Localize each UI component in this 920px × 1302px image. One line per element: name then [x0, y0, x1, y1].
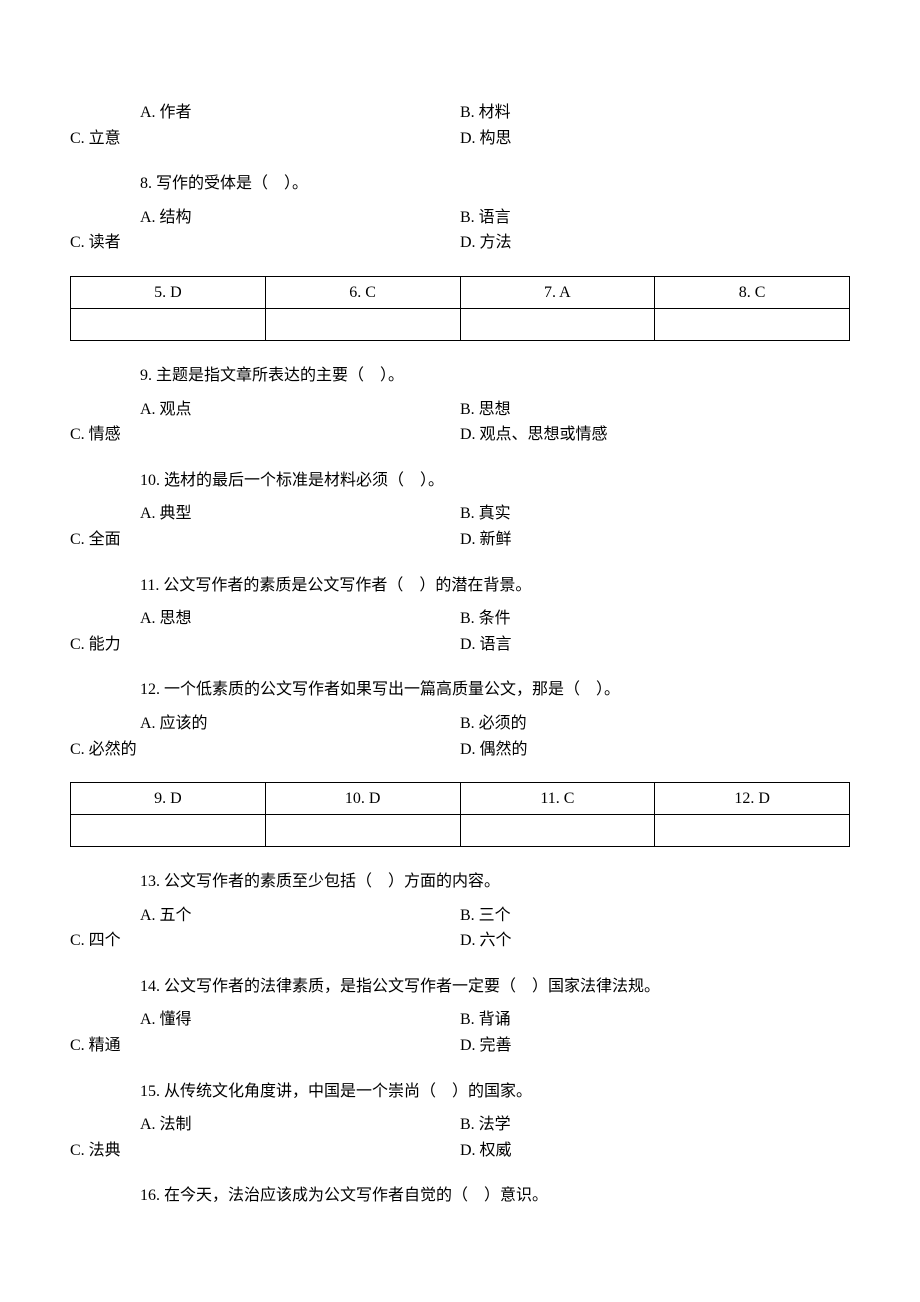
q8-options: A. 结构 B. 语言 C. 读者 D. 方法: [70, 205, 850, 256]
q12-option-c: C. 必然的: [70, 737, 460, 763]
answer-cell: 11. C: [460, 783, 655, 815]
answer-cell: 9. D: [71, 783, 266, 815]
q7-option-a: A. 作者: [70, 100, 460, 126]
q7-option-b: B. 材料: [460, 100, 850, 126]
q10-text: 10. 选材的最后一个标准是材料必须（ ）。: [70, 468, 850, 494]
q13-options: A. 五个 B. 三个 C. 四个 D. 六个: [70, 903, 850, 954]
q13-option-b: B. 三个: [460, 903, 850, 929]
answer-cell: 6. C: [265, 276, 460, 308]
q13-option-d: D. 六个: [460, 928, 850, 954]
q11-options: A. 思想 B. 条件 C. 能力 D. 语言: [70, 606, 850, 657]
answer-cell: 10. D: [265, 783, 460, 815]
q13-text: 13. 公文写作者的素质至少包括（ ）方面的内容。: [70, 869, 850, 895]
q15-text: 15. 从传统文化角度讲，中国是一个崇尚（ ）的国家。: [70, 1079, 850, 1105]
q15-option-c: C. 法典: [70, 1138, 460, 1164]
q14-option-a: A. 懂得: [70, 1007, 460, 1033]
q13-option-c: C. 四个: [70, 928, 460, 954]
q8-option-c: C. 读者: [70, 230, 460, 256]
q15-option-a: A. 法制: [70, 1112, 460, 1138]
q12-option-d: D. 偶然的: [460, 737, 850, 763]
q15-options: A. 法制 B. 法学 C. 法典 D. 权威: [70, 1112, 850, 1163]
answer-cell: 5. D: [71, 276, 266, 308]
q8-option-d: D. 方法: [460, 230, 850, 256]
q14-option-d: D. 完善: [460, 1033, 850, 1059]
q12-options: A. 应该的 B. 必须的 C. 必然的 D. 偶然的: [70, 711, 850, 762]
answer-table-9-12: 9. D 10. D 11. C 12. D: [70, 782, 850, 847]
answer-cell-empty: [460, 815, 655, 847]
q15-option-d: D. 权威: [460, 1138, 850, 1164]
q10-option-c: C. 全面: [70, 527, 460, 553]
q7-options: A. 作者 B. 材料 C. 立意 D. 构思: [70, 100, 850, 151]
q9-option-d: D. 观点、思想或情感: [460, 422, 850, 448]
q9-text: 9. 主题是指文章所表达的主要（ ）。: [70, 363, 850, 389]
q10-option-b: B. 真实: [460, 501, 850, 527]
q11-option-a: A. 思想: [70, 606, 460, 632]
q15-option-b: B. 法学: [460, 1112, 850, 1138]
answer-cell-empty: [265, 308, 460, 340]
answer-cell-empty: [71, 815, 266, 847]
q8-text: 8. 写作的受体是（ ）。: [70, 171, 850, 197]
q7-option-d: D. 构思: [460, 126, 850, 152]
q9-option-c: C. 情感: [70, 422, 460, 448]
answer-cell-empty: [71, 308, 266, 340]
answer-cell-empty: [655, 308, 850, 340]
q9-option-b: B. 思想: [460, 397, 850, 423]
q8-option-b: B. 语言: [460, 205, 850, 231]
q11-text: 11. 公文写作者的素质是公文写作者（ ）的潜在背景。: [70, 573, 850, 599]
q12-text: 12. 一个低素质的公文写作者如果写出一篇高质量公文，那是（ ）。: [70, 677, 850, 703]
answer-cell: 8. C: [655, 276, 850, 308]
q14-options: A. 懂得 B. 背诵 C. 精通 D. 完善: [70, 1007, 850, 1058]
q11-option-c: C. 能力: [70, 632, 460, 658]
answer-table-5-8: 5. D 6. C 7. A 8. C: [70, 276, 850, 341]
q11-option-b: B. 条件: [460, 606, 850, 632]
q10-options: A. 典型 B. 真实 C. 全面 D. 新鲜: [70, 501, 850, 552]
q9-option-a: A. 观点: [70, 397, 460, 423]
answer-cell-empty: [265, 815, 460, 847]
answer-cell-empty: [460, 308, 655, 340]
q8-option-a: A. 结构: [70, 205, 460, 231]
q13-option-a: A. 五个: [70, 903, 460, 929]
q11-option-d: D. 语言: [460, 632, 850, 658]
answer-cell: 12. D: [655, 783, 850, 815]
answer-cell: 7. A: [460, 276, 655, 308]
q9-options: A. 观点 B. 思想 C. 情感 D. 观点、思想或情感: [70, 397, 850, 448]
q7-option-c: C. 立意: [70, 126, 460, 152]
q14-text: 14. 公文写作者的法律素质，是指公文写作者一定要（ ）国家法律法规。: [70, 974, 850, 1000]
q14-option-b: B. 背诵: [460, 1007, 850, 1033]
q10-option-d: D. 新鲜: [460, 527, 850, 553]
answer-cell-empty: [655, 815, 850, 847]
q12-option-a: A. 应该的: [70, 711, 460, 737]
q14-option-c: C. 精通: [70, 1033, 460, 1059]
q12-option-b: B. 必须的: [460, 711, 850, 737]
q16-text: 16. 在今天，法治应该成为公文写作者自觉的（ ）意识。: [70, 1183, 850, 1209]
q10-option-a: A. 典型: [70, 501, 460, 527]
